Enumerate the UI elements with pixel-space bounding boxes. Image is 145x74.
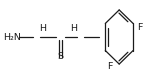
- Text: F: F: [137, 22, 143, 32]
- Text: F: F: [107, 62, 112, 71]
- Text: S: S: [58, 52, 64, 61]
- Text: H: H: [39, 24, 46, 33]
- Text: H₂N: H₂N: [3, 32, 21, 42]
- Text: H: H: [70, 24, 77, 33]
